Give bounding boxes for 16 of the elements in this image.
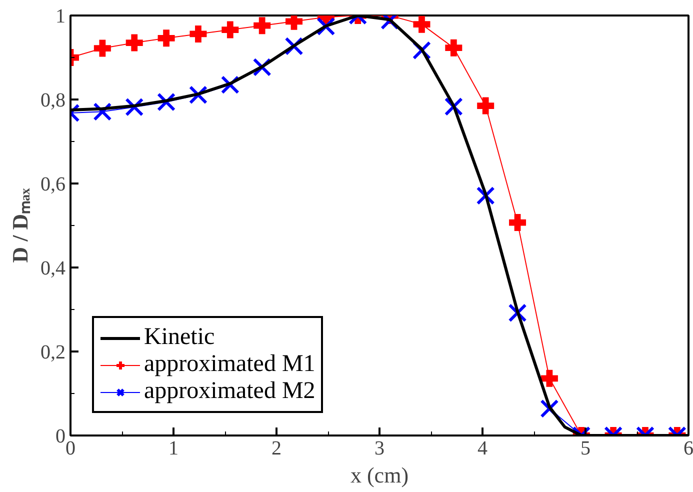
x-tick-label: 1: [168, 438, 178, 460]
x-tick-label: 6: [684, 438, 693, 460]
x-tick-label: 2: [272, 438, 282, 460]
legend-label: Kinetic: [144, 324, 215, 351]
y-tick-label: 0,6: [40, 174, 66, 196]
x-axis-title: x (cm): [350, 462, 409, 488]
y-tick-label: 1: [56, 6, 66, 28]
y-tick-label: 0,4: [40, 258, 66, 280]
y-axis-title: D / Dₘₐₓ: [8, 187, 32, 263]
x-tick-label: 3: [374, 438, 384, 460]
y-tick-label: 0,8: [40, 90, 66, 112]
x-tick-label: 4: [478, 438, 488, 460]
legend-label: approximated M1: [144, 351, 316, 378]
x-tick-label: 5: [580, 438, 590, 460]
legend-label: approximated M2: [144, 378, 316, 405]
y-tick-label: 0,2: [40, 342, 66, 364]
